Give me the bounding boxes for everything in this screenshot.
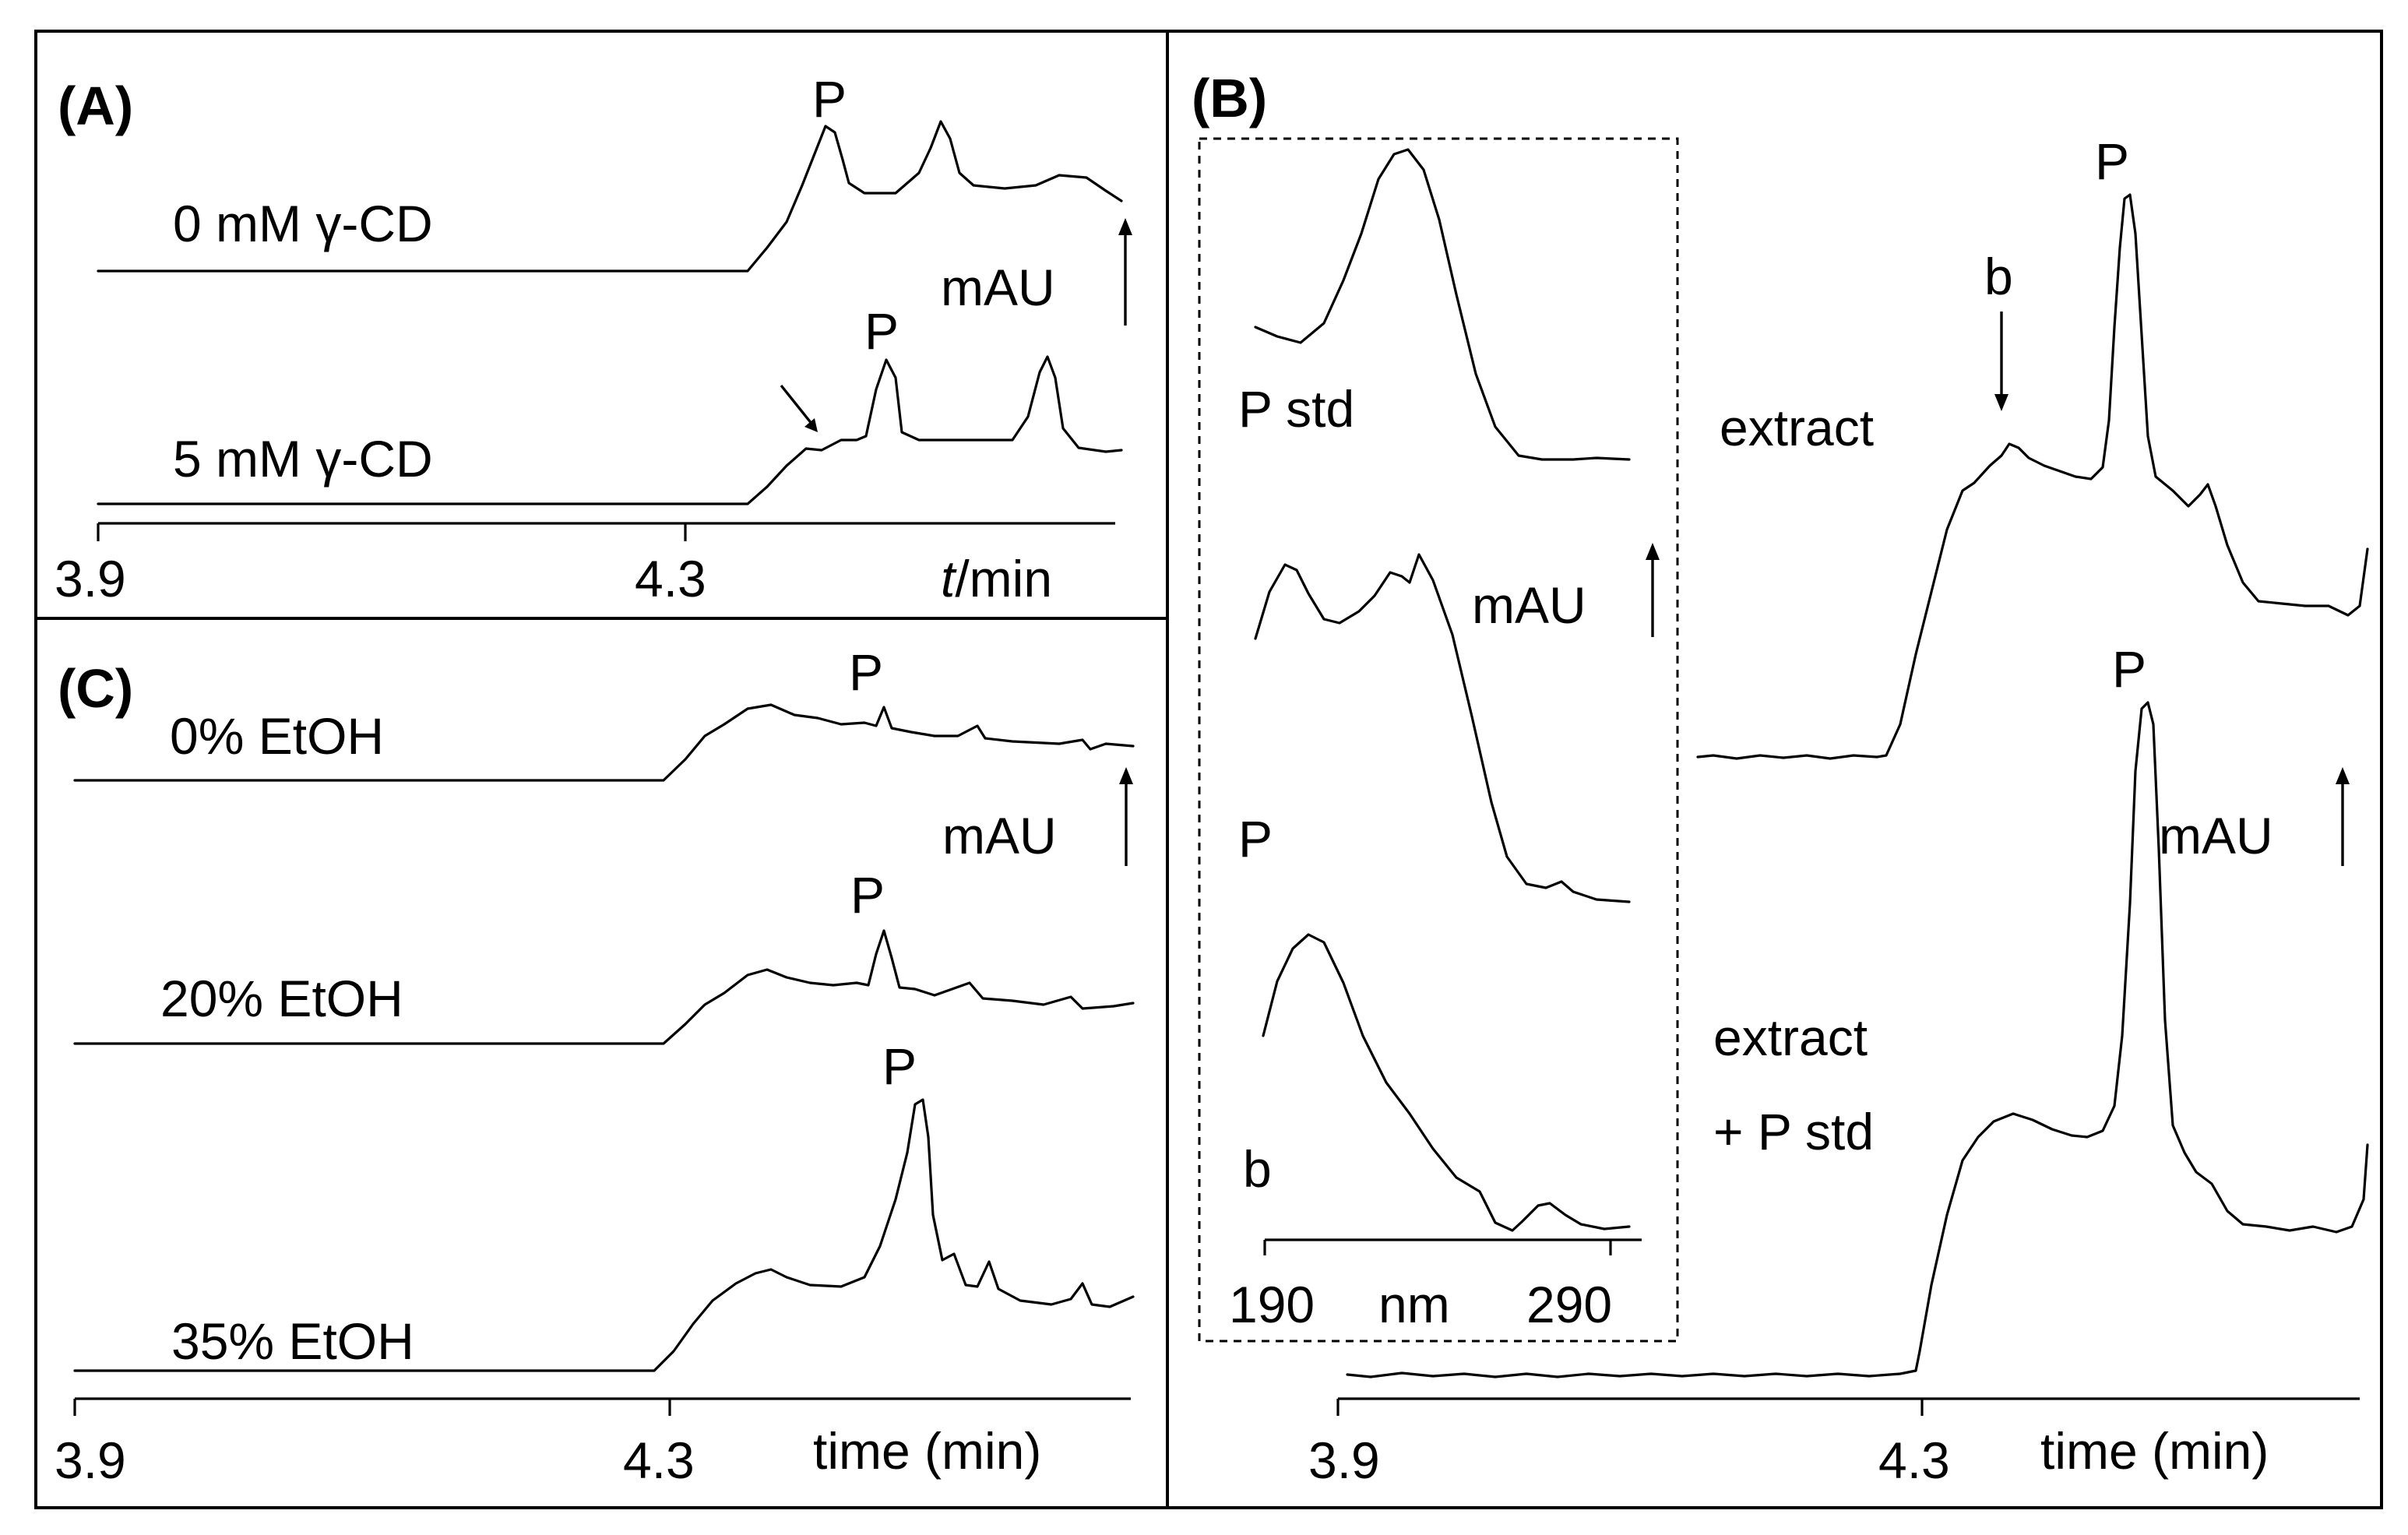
inset-uv-spectra: P std P b mAU 190 nm 290 — [1229, 148, 1660, 1333]
peak-label-b-extract: P — [2095, 132, 2129, 190]
mau-arrowhead-c — [1119, 767, 1133, 784]
x-tick-label-c-1: 3.9 — [55, 1431, 126, 1489]
mau-arrowhead-a — [1118, 218, 1132, 235]
trace-b-extract — [1696, 193, 2369, 760]
annotation-arrowhead-a — [804, 418, 818, 432]
series-label-b-spiked-line2: + P std — [1713, 1103, 1874, 1160]
annotation-arrow-a — [780, 384, 814, 426]
spectrum-label-p-std: P std — [1238, 380, 1354, 438]
marker-label-b: b — [1984, 248, 2013, 305]
peak-label-c-35pct: P — [882, 1037, 917, 1095]
x-axis-label-b: time (min) — [2040, 1422, 2269, 1480]
panel-c-label: (C) — [58, 658, 133, 719]
x-axis-label-a: t/min — [941, 550, 1052, 607]
trace-a-0mM — [97, 120, 1123, 273]
y-label-inset: mAU — [1472, 576, 1586, 634]
trace-c-0pct — [73, 703, 1135, 782]
x-tick-label-b-1: 3.9 — [1308, 1431, 1380, 1489]
series-label-c-0pct: 0% EtOH — [170, 707, 384, 765]
panel-a-label: (A) — [58, 76, 133, 136]
series-label-c-35pct: 35% EtOH — [171, 1312, 414, 1370]
inset-frame — [1198, 137, 1679, 1343]
figure-frame — [34, 30, 2383, 1509]
series-label-b-spiked: extract — [1713, 1009, 1868, 1066]
x-tick-label-c-2: 4.3 — [623, 1431, 695, 1489]
series-label-a-5mM: 5 mM γ-CD — [173, 430, 433, 488]
spectrum-label-b: b — [1243, 1140, 1272, 1198]
spectrum-p — [1254, 553, 1631, 903]
y-label-b: mAU — [2159, 807, 2273, 864]
marker-arrowhead-b — [1994, 394, 2008, 411]
x-axis-label-c: time (min) — [813, 1422, 1041, 1480]
spectrum-label-p: P — [1238, 810, 1273, 868]
y-label-c: mAU — [942, 807, 1057, 864]
trace-b-spiked — [1346, 701, 2369, 1378]
peak-label-b-spiked: P — [2112, 640, 2146, 698]
series-label-a-0mM: 0 mM γ-CD — [173, 195, 433, 252]
x-axis-label-a-t: t — [941, 550, 957, 607]
x-tick-label-inset-2: 290 — [1526, 1276, 1612, 1333]
y-label-a: mAU — [941, 259, 1055, 316]
peak-label-a-5mM: P — [864, 302, 899, 360]
x-axis-label-a-unit: /min — [955, 550, 1052, 607]
panel-b: (B) P std P b mAU 190 nm 290 — [1192, 68, 2369, 1489]
x-tick-label-a-1: 3.9 — [55, 550, 126, 607]
x-tick-label-a-2: 4.3 — [635, 550, 706, 607]
panel-c: (C) 0% EtOH 20% EtOH 35% EtOH P P P mAU … — [55, 643, 1135, 1489]
x-tick-label-b-2: 4.3 — [1878, 1431, 1950, 1489]
mau-arrowhead-inset — [1646, 543, 1660, 560]
trace-c-35pct — [73, 1098, 1135, 1372]
mau-arrowhead-b — [2336, 767, 2350, 784]
panel-b-label: (B) — [1192, 68, 1267, 129]
peak-label-c-20pct: P — [850, 866, 885, 924]
peak-label-c-0pct: P — [849, 643, 883, 701]
spectrum-b — [1262, 933, 1631, 1232]
spectrum-p-std — [1254, 148, 1631, 461]
trace-a-5mM — [97, 355, 1123, 505]
series-label-c-20pct: 20% EtOH — [160, 970, 403, 1027]
panel-a: (A) 0 mM γ-CD 5 mM γ-CD P P mAU 3.9 4.3 … — [55, 70, 1132, 607]
x-tick-label-inset-1: 190 — [1229, 1276, 1315, 1333]
series-label-b-extract: extract — [1720, 399, 1874, 456]
peak-label-a-0mM: P — [812, 70, 847, 128]
trace-c-20pct — [73, 929, 1135, 1045]
x-axis-label-inset: nm — [1378, 1276, 1450, 1333]
